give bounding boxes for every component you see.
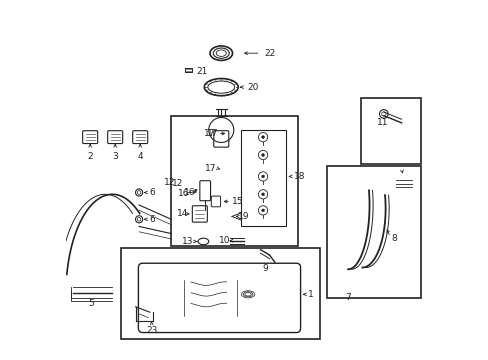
Text: 16: 16 — [183, 188, 195, 197]
Bar — [171, 116, 298, 246]
Text: 8: 8 — [390, 234, 396, 243]
Text: 9: 9 — [262, 264, 267, 273]
Text: 13: 13 — [182, 237, 193, 246]
Text: 12: 12 — [172, 179, 183, 188]
Text: 20: 20 — [246, 83, 258, 92]
Text: 7: 7 — [345, 293, 350, 302]
Bar — [121, 248, 319, 339]
Circle shape — [261, 154, 264, 157]
Circle shape — [261, 193, 264, 196]
Text: 5: 5 — [88, 299, 94, 308]
Text: 10: 10 — [218, 236, 230, 245]
Text: 3: 3 — [112, 152, 118, 161]
Text: 23: 23 — [145, 327, 157, 336]
Text: 6: 6 — [149, 215, 155, 224]
Text: 18: 18 — [293, 172, 305, 181]
Text: 15: 15 — [231, 197, 243, 206]
Circle shape — [261, 209, 264, 212]
Bar — [326, 166, 421, 298]
Text: 21: 21 — [196, 67, 207, 76]
Text: 2: 2 — [87, 152, 93, 161]
Text: 14: 14 — [176, 210, 187, 219]
Text: 4: 4 — [137, 152, 142, 161]
Text: 22: 22 — [264, 49, 275, 58]
Text: 17: 17 — [203, 129, 215, 138]
Text: 19: 19 — [238, 212, 249, 221]
Text: 17: 17 — [205, 164, 216, 173]
Text: 12: 12 — [164, 178, 175, 187]
Text: 11: 11 — [376, 118, 387, 127]
Text: 1: 1 — [307, 290, 313, 299]
Circle shape — [261, 175, 264, 178]
Bar — [241, 130, 285, 226]
Text: 16: 16 — [177, 189, 189, 198]
Text: 6: 6 — [149, 188, 155, 197]
Circle shape — [261, 136, 264, 139]
Bar — [360, 98, 421, 164]
Text: 17: 17 — [206, 129, 218, 138]
